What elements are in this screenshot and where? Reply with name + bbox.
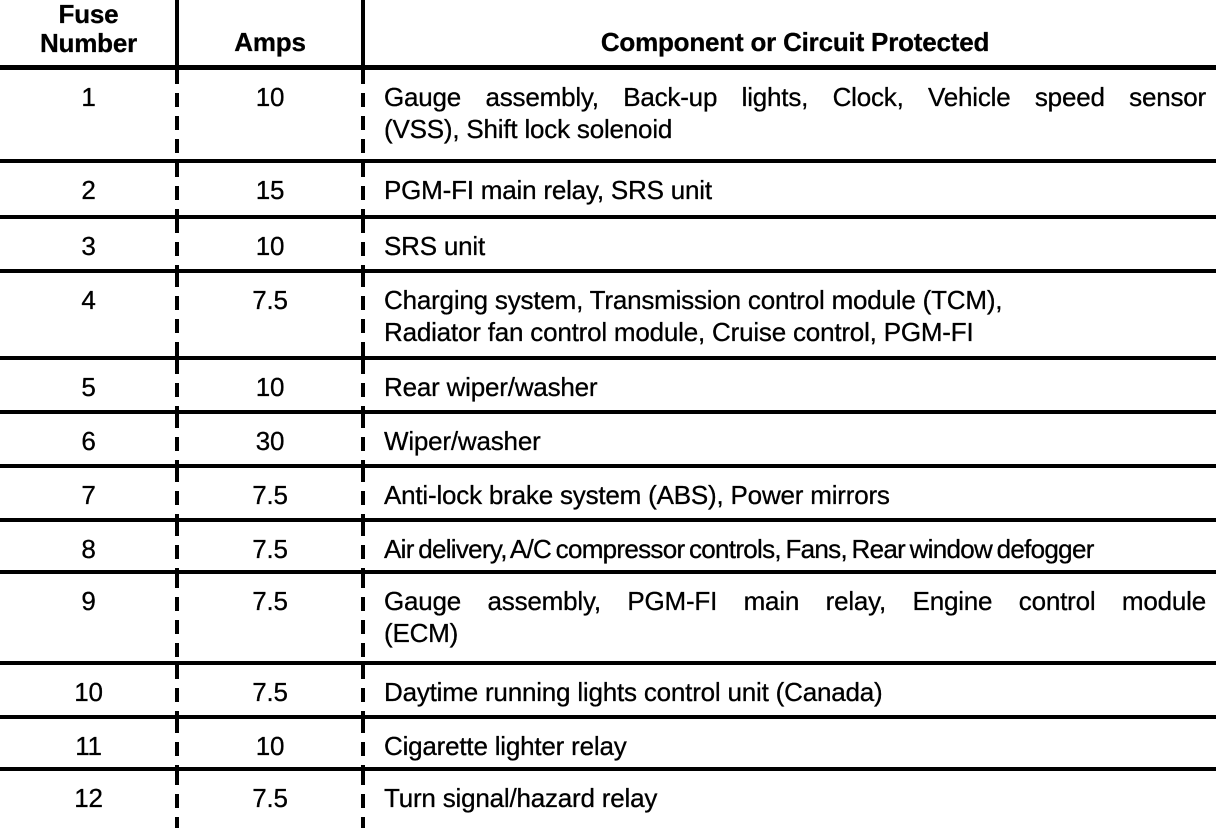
- fuse-number-cell: 4: [0, 273, 179, 356]
- component-line: Rear wiper/washer: [384, 372, 598, 402]
- component-cell: Rear wiper/washer: [363, 360, 1216, 410]
- header-component-label: Component or Circuit Protected: [600, 27, 990, 57]
- fuse-number-cell: 9: [0, 574, 179, 661]
- header-row: Fuse Number Amps Component or Circuit Pr…: [0, 0, 1216, 70]
- component-line: Gauge assembly, PGM-FI main relay, Engin…: [384, 586, 1207, 616]
- fuse-number-cell: 3: [0, 219, 179, 269]
- component-cell: Daytime running lights control unit (Can…: [363, 665, 1216, 715]
- amps-cell: 7.5: [177, 771, 365, 828]
- component-line: Daytime running lights control unit (Can…: [384, 677, 883, 707]
- fuse-row-4: 4 7.5 Charging system, Transmission cont…: [0, 273, 1216, 360]
- amps-cell: 7.5: [177, 574, 365, 661]
- component-cell: Cigarette lighter relay: [363, 719, 1216, 767]
- fuse-row-2: 2 15 PGM-FI main relay, SRS unit: [0, 163, 1216, 219]
- fuse-row-1: 1 10 Gauge assembly, Back-up lights, Clo…: [0, 70, 1216, 163]
- fuse-row-6: 6 30 Wiper/washer: [0, 414, 1216, 468]
- component-cell: SRS unit: [363, 219, 1216, 269]
- fuse-row-11: 11 10 Cigarette lighter relay: [0, 719, 1216, 771]
- component-line: Radiator fan control module, Cruise cont…: [384, 317, 974, 347]
- component-line: Gauge assembly, Back-up lights, Clock, V…: [384, 82, 1207, 112]
- fuse-number-cell: 1: [0, 70, 179, 159]
- amps-cell: 7.5: [177, 522, 365, 570]
- fuse-row-12: 12 7.5 Turn signal/hazard relay: [0, 771, 1216, 828]
- component-cell: Air delivery, A/C compressor controls, F…: [363, 522, 1216, 570]
- amps-cell: 7.5: [177, 273, 365, 356]
- fuse-number-cell: 10: [0, 665, 179, 715]
- amps-cell: 15: [177, 163, 365, 215]
- fuse-number-cell: 2: [0, 163, 179, 215]
- fuse-number-cell: 12: [0, 771, 179, 828]
- header-fuse-number: Fuse Number: [0, 0, 179, 65]
- component-cell: PGM-FI main relay, SRS unit: [363, 163, 1216, 215]
- amps-cell: 7.5: [177, 468, 365, 518]
- amps-cell: 7.5: [177, 665, 365, 715]
- fuse-row-10: 10 7.5 Daytime running lights control un…: [0, 665, 1216, 719]
- component-line: Charging system, Transmission control mo…: [384, 285, 1003, 315]
- amps-cell: 10: [177, 719, 365, 767]
- header-fuse-number-label: Fuse Number: [39, 0, 138, 58]
- amps-cell: 30: [177, 414, 365, 464]
- component-line: Air delivery, A/C compressor controls, F…: [384, 534, 1095, 564]
- fuse-row-7: 7 7.5 Anti-lock brake system (ABS), Powe…: [0, 468, 1216, 522]
- fuse-number-cell: 6: [0, 414, 179, 464]
- component-cell: Charging system, Transmission control mo…: [363, 273, 1216, 356]
- fuse-number-cell: 11: [0, 719, 179, 767]
- component-line: Turn signal/hazard relay: [384, 783, 658, 813]
- fuse-number-cell: 8: [0, 522, 179, 570]
- component-cell: Gauge assembly, PGM-FI main relay, Engin…: [363, 574, 1216, 661]
- component-line: Anti-lock brake system (ABS), Power mirr…: [384, 480, 890, 510]
- fuse-number-cell: 7: [0, 468, 179, 518]
- component-line: SRS unit: [384, 231, 486, 261]
- header-component: Component or Circuit Protected: [363, 0, 1216, 65]
- amps-cell: 10: [177, 70, 365, 159]
- fuse-row-9: 9 7.5 Gauge assembly, PGM-FI main relay,…: [0, 574, 1216, 665]
- component-cell: Gauge assembly, Back-up lights, Clock, V…: [363, 70, 1216, 159]
- amps-cell: 10: [177, 219, 365, 269]
- fuse-number-cell: 5: [0, 360, 179, 410]
- component-line: (VSS), Shift lock solenoid: [384, 114, 673, 144]
- component-cell: Wiper/washer: [363, 414, 1216, 464]
- component-line: Cigarette lighter relay: [384, 731, 627, 761]
- fuse-row-5: 5 10 Rear wiper/washer: [0, 360, 1216, 414]
- header-amps-label: Amps: [234, 27, 306, 57]
- component-line: Wiper/washer: [384, 426, 541, 456]
- component-cell: Anti-lock brake system (ABS), Power mirr…: [363, 468, 1216, 518]
- fuse-row-8: 8 7.5 Air delivery, A/C compressor contr…: [0, 522, 1216, 574]
- amps-cell: 10: [177, 360, 365, 410]
- fuse-row-3: 3 10 SRS unit: [0, 219, 1216, 273]
- component-cell: Turn signal/hazard relay: [363, 771, 1216, 828]
- component-line: (ECM): [384, 618, 459, 648]
- header-amps: Amps: [177, 0, 365, 65]
- component-line: PGM-FI main relay, SRS unit: [384, 175, 712, 205]
